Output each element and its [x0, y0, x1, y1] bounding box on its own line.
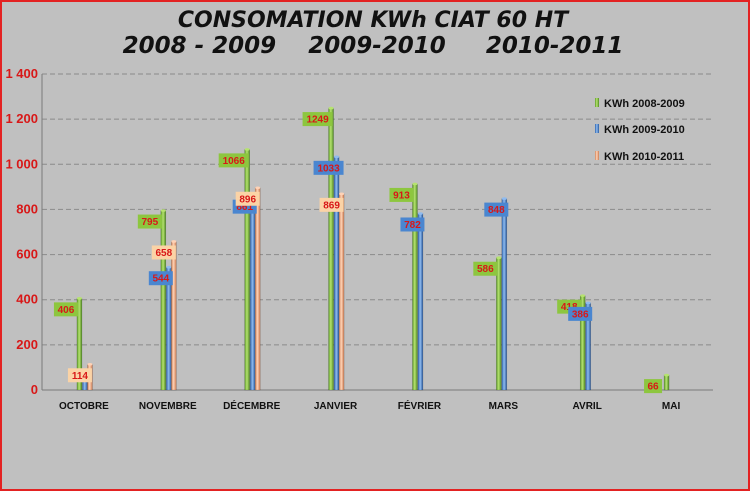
legend-entry: KWh 2010-2011	[604, 151, 684, 163]
bar-top	[501, 197, 507, 200]
data-label: 896	[239, 194, 256, 205]
y-tick-label: 0	[31, 382, 38, 397]
data-label: 869	[323, 200, 340, 211]
y-tick-label: 1 000	[5, 156, 38, 171]
data-label-box	[235, 191, 260, 206]
data-label: 406	[58, 305, 75, 316]
data-label-box	[313, 160, 344, 175]
data-label: 782	[404, 220, 421, 231]
bar-top	[580, 294, 586, 297]
bar	[166, 266, 172, 391]
bar-top	[76, 297, 82, 300]
x-tick-label: MAI	[662, 401, 681, 412]
data-label-box	[568, 306, 593, 321]
bar	[417, 213, 424, 391]
bar-top	[585, 301, 591, 305]
data-label-box	[53, 302, 78, 317]
bar	[254, 187, 261, 391]
data-label: 658	[155, 248, 172, 259]
bar	[333, 156, 340, 391]
bar	[501, 198, 508, 391]
bar-top	[664, 373, 670, 377]
data-label: 795	[141, 217, 158, 228]
bar	[244, 149, 250, 391]
data-label-box	[67, 368, 92, 383]
data-label: 114	[72, 371, 89, 382]
data-label: 1033	[317, 163, 340, 174]
bar	[338, 193, 345, 391]
data-label: 848	[488, 205, 505, 216]
bar	[171, 241, 177, 391]
bar-top	[339, 192, 345, 196]
y-tick-label: 600	[16, 247, 38, 262]
x-tick-label: NOVEMBRE	[139, 401, 197, 412]
bar	[663, 374, 670, 391]
bar	[412, 183, 418, 391]
legend-swatch	[595, 151, 599, 160]
data-label-box	[319, 197, 344, 212]
data-label: 1066	[223, 156, 246, 167]
bar	[496, 257, 502, 391]
bar-top	[166, 265, 172, 269]
data-label-box	[218, 153, 249, 168]
chart-subtitle: 2008 - 2009 2009-2010 2010-2011	[122, 33, 624, 59]
data-label: 66	[648, 382, 660, 393]
legend-swatch	[595, 124, 599, 133]
data-label-box	[644, 379, 663, 394]
bar-top	[496, 256, 502, 260]
data-label-box	[400, 217, 425, 232]
bar-top	[328, 106, 334, 110]
bar-top	[417, 212, 423, 215]
chart-title: CONSOMATION KWh CIAT 60 HT	[177, 8, 569, 33]
bar-top	[171, 240, 177, 243]
bar	[160, 210, 167, 391]
y-tick-label: 1 400	[5, 66, 38, 81]
x-tick-label: JANVIER	[314, 401, 358, 412]
x-tick-label: MARS	[489, 401, 519, 412]
y-tick-label: 400	[16, 292, 38, 307]
x-tick-label: OCTOBRE	[59, 401, 109, 412]
legend-entry: KWh 2008-2009	[604, 98, 685, 110]
bar-top	[255, 186, 261, 190]
bar-top	[334, 155, 340, 159]
x-tick-label: FÉVRIER	[398, 399, 442, 412]
y-tick-label: 1 200	[5, 111, 38, 126]
data-label: 386	[572, 309, 589, 320]
data-label: 544	[152, 274, 169, 285]
x-tick-label: DÉCEMBRE	[223, 399, 281, 412]
data-label-box	[389, 187, 414, 202]
legend-entry: KWh 2009-2010	[604, 124, 685, 136]
data-label: 1249	[306, 115, 329, 126]
bar-top	[87, 362, 93, 366]
data-label-box	[148, 271, 173, 286]
data-label-box	[137, 214, 162, 229]
data-label: 913	[393, 190, 410, 201]
y-tick-label: 200	[16, 337, 38, 352]
bar	[249, 195, 256, 391]
data-label-box	[302, 112, 333, 127]
bar-top	[160, 209, 166, 212]
bar-top	[244, 148, 250, 151]
bar-top	[412, 182, 418, 186]
data-label-box	[473, 261, 498, 276]
data-label: 586	[477, 264, 494, 275]
data-label-box	[151, 245, 176, 260]
data-label: 861	[236, 202, 253, 213]
legend-swatch	[595, 98, 599, 107]
x-tick-label: AVRIL	[573, 401, 602, 412]
bar	[328, 107, 334, 391]
data-label-box	[484, 202, 509, 217]
y-tick-label: 800	[16, 201, 38, 216]
